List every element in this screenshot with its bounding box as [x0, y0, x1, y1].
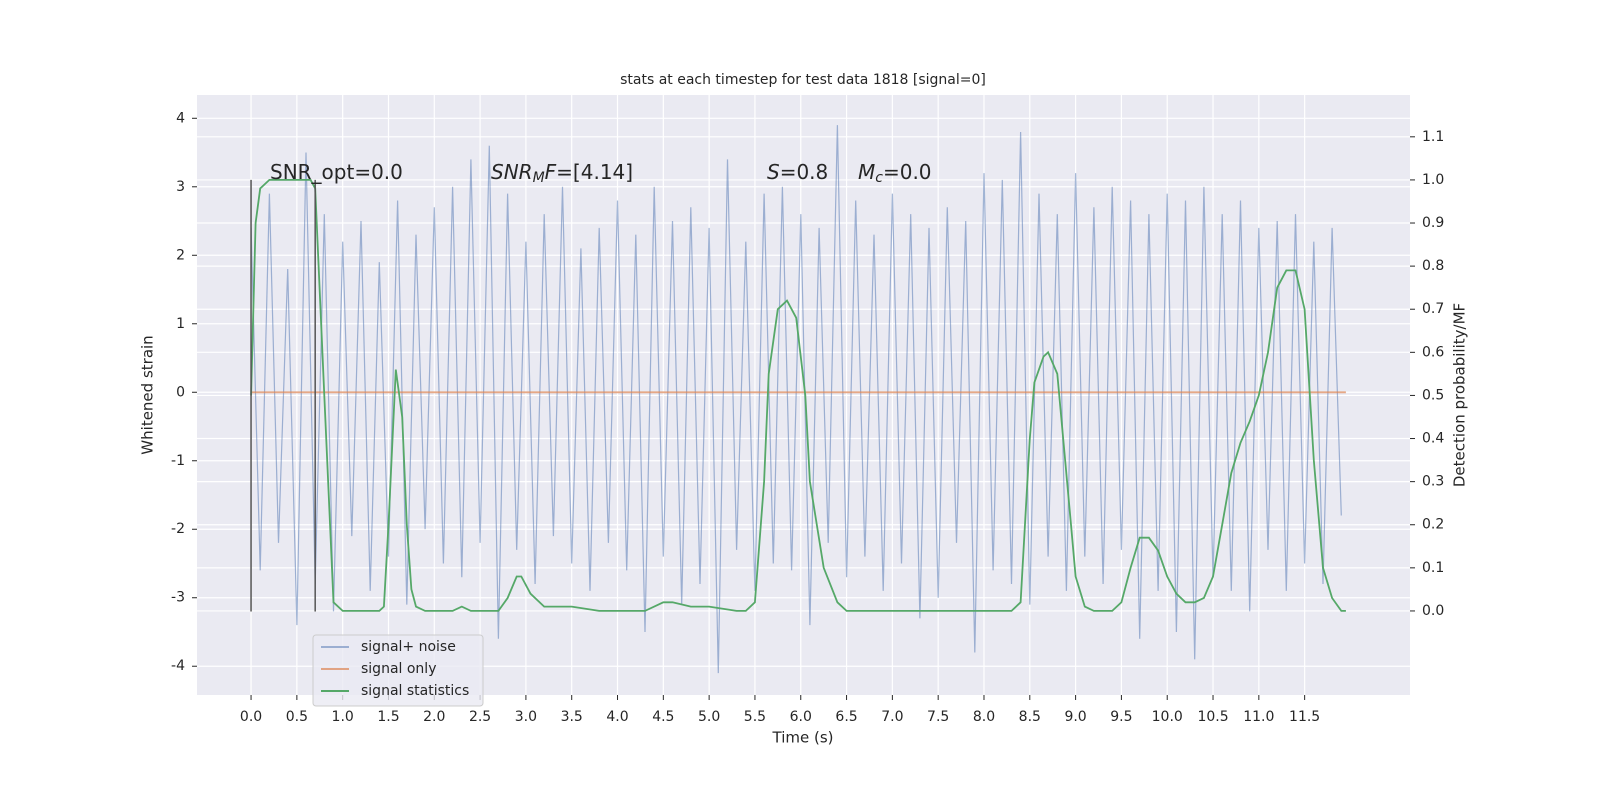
y2-tick-label: 0.6 — [1422, 344, 1444, 360]
y-tick-label: -1 — [171, 453, 185, 469]
x-tick-label: 9.0 — [1064, 709, 1086, 725]
x-tick-label: 6.5 — [835, 709, 857, 725]
x-tick-label: 11.0 — [1243, 709, 1274, 725]
y2-tick-label: 0.7 — [1422, 301, 1444, 317]
x-tick-label: 7.5 — [927, 709, 949, 725]
x-tick-label: 8.5 — [1019, 709, 1041, 725]
x-tick-label: 3.0 — [515, 709, 537, 725]
y-tick-label: 4 — [176, 110, 185, 126]
y2-tick-label: 1.0 — [1422, 172, 1444, 188]
annotation: SNR_opt=0.0 — [270, 160, 403, 184]
x-tick-label: 5.5 — [744, 709, 766, 725]
x-tick-label: 11.5 — [1289, 709, 1320, 725]
x-tick-label: 0.5 — [286, 709, 308, 725]
x-tick-label: 4.5 — [652, 709, 674, 725]
annotation: S=0.8 — [767, 160, 828, 184]
series-line — [250, 178, 1346, 612]
y-tick-label: -4 — [171, 658, 185, 674]
y-tick-label: -2 — [171, 521, 185, 537]
y2-tick-label: 1.1 — [1422, 129, 1444, 145]
x-tick-label: 10.0 — [1152, 709, 1183, 725]
y-axis-label: Whitened strain — [139, 335, 157, 454]
x-tick-label: 7.0 — [881, 709, 903, 725]
x-tick-label: 3.5 — [561, 709, 583, 725]
annotation-part: M — [533, 170, 545, 186]
annotation: SNRMF=[4.14] — [491, 160, 633, 187]
annotation-part: M — [858, 160, 875, 184]
annotation-part: S — [767, 160, 780, 184]
x-tick-label: 0.0 — [240, 709, 262, 725]
x-tick-label: 1.5 — [377, 709, 399, 725]
annotation-part: SNR_opt=0.0 — [270, 160, 403, 184]
legend-label: signal+ noise — [361, 639, 456, 655]
legend-box — [312, 634, 484, 707]
y-tick-label: 2 — [176, 247, 185, 263]
annotation-part: =[4.14] — [556, 160, 633, 184]
y-tick-label: 0 — [176, 384, 185, 400]
annotation: Mc=0.0 — [858, 160, 932, 187]
x-tick-label: 2.5 — [469, 709, 491, 725]
x-tick-label: 10.5 — [1197, 709, 1228, 725]
y2-tick-label: 0.9 — [1422, 215, 1444, 231]
annotation-part: =0.0 — [883, 160, 932, 184]
y2-tick-label: 0.0 — [1422, 603, 1444, 619]
annotation-part: F — [545, 160, 557, 184]
marks — [250, 125, 1346, 674]
x-tick-label: 8.0 — [973, 709, 995, 725]
annotation-part: =0.8 — [780, 160, 829, 184]
x-tick-label: 1.0 — [332, 709, 354, 725]
x-tick-label: 9.5 — [1110, 709, 1132, 725]
grid — [197, 95, 1410, 695]
x-tick-label: 5.0 — [698, 709, 720, 725]
chart-title: stats at each timestep for test data 181… — [620, 72, 986, 88]
annotation-part: SNR — [491, 160, 533, 184]
y-tick-label: -3 — [171, 590, 185, 606]
y2-axis-label: Detection probability/MF — [1451, 303, 1469, 487]
y2-tick-label: 0.3 — [1422, 474, 1444, 490]
x-tick-label: 4.0 — [606, 709, 628, 725]
x-tick-label: 2.0 — [423, 709, 445, 725]
labels: 0.0 0.5 1.0 1.5 2.0 2.5 3.0 3.5 4.0 4.5 5.0 5.5 6.0 6… — [171, 110, 1444, 725]
y2-tick-label: 0.2 — [1422, 517, 1444, 533]
y-tick-label: 1 — [176, 316, 185, 332]
legend-label: signal only — [361, 661, 436, 677]
legend-label: signal statistics — [361, 683, 469, 699]
y2-tick-label: 0.5 — [1422, 387, 1444, 403]
y2-tick-label: 0.4 — [1422, 431, 1444, 447]
y2-tick-label: 0.1 — [1422, 560, 1444, 576]
y-tick-label: 3 — [176, 179, 185, 195]
x-tick-label: 6.0 — [790, 709, 812, 725]
annotation-part: c — [875, 170, 883, 186]
x-axis-label: Time (s) — [772, 729, 834, 747]
y2-tick-label: 0.8 — [1422, 258, 1444, 274]
